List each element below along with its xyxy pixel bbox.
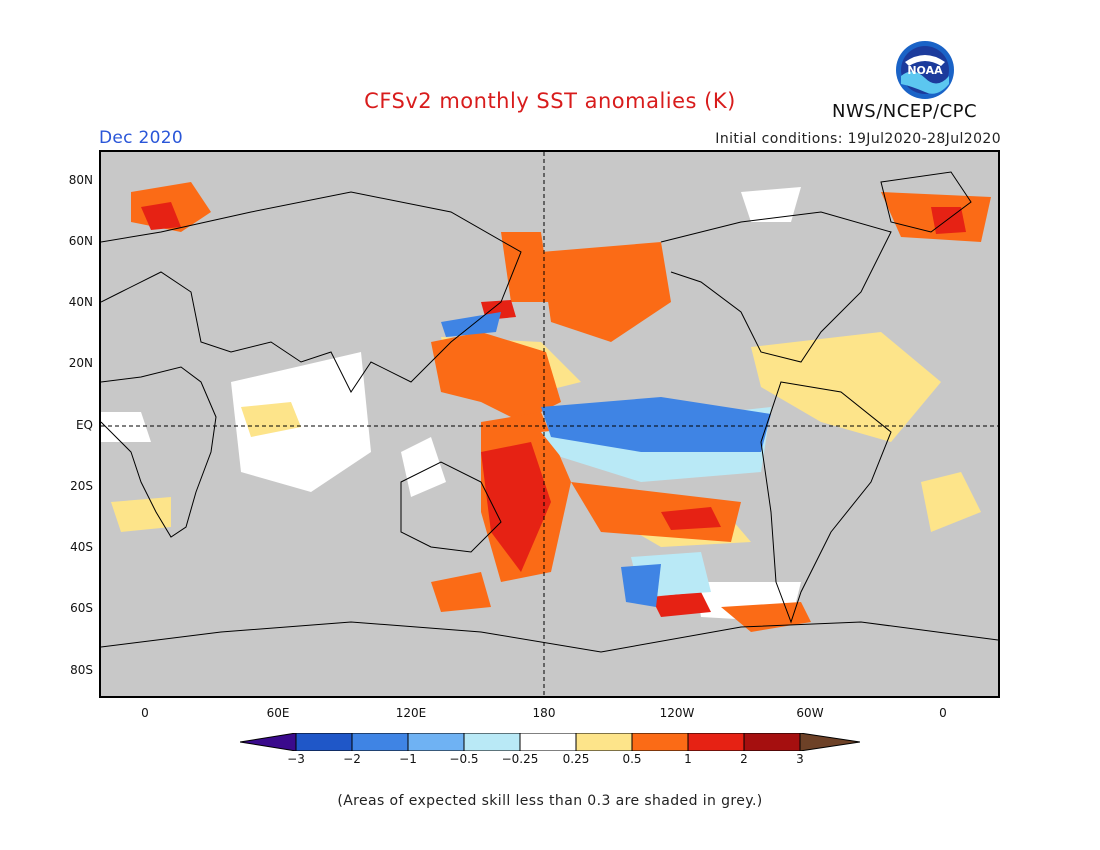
lon-label: 0 xyxy=(939,706,947,720)
colorbar-segment xyxy=(743,732,801,752)
lat-label: 80N xyxy=(68,173,93,187)
anomaly-blue-negative xyxy=(441,312,771,607)
colorbar-segment xyxy=(463,732,521,752)
colorbar-segment xyxy=(351,732,409,752)
noaa-logo: NOAA xyxy=(895,40,955,100)
footnote: (Areas of expected skill less than 0.3 a… xyxy=(337,793,763,809)
lat-label: 40S xyxy=(70,540,93,554)
colorbar-label: 2 xyxy=(740,752,748,766)
colorbar-segment xyxy=(631,732,689,752)
colorbar-segment xyxy=(687,732,745,752)
coastlines xyxy=(101,171,998,653)
colorbar-label: 1 xyxy=(684,752,692,766)
noaa-logo-text: NOAA xyxy=(907,64,943,77)
colorbar-segment xyxy=(407,732,465,752)
colorbar-segment xyxy=(295,732,353,752)
colorbar-label: −0.5 xyxy=(449,752,479,766)
anomaly-red-positive xyxy=(141,202,966,617)
lat-label: 60S xyxy=(70,601,93,615)
colorbar-label: −2 xyxy=(343,752,361,766)
lon-label: 180 xyxy=(532,706,556,720)
colorbar-label: −0.25 xyxy=(501,752,539,766)
lon-label: 60E xyxy=(266,706,290,720)
lat-label: EQ xyxy=(75,418,93,432)
sst-anomaly-map xyxy=(99,150,1000,698)
forecast-month: Dec 2020 xyxy=(99,128,183,148)
lat-label: 80S xyxy=(70,663,93,677)
colorbar-label: −3 xyxy=(287,752,305,766)
colorbar-label: −1 xyxy=(399,752,417,766)
lat-label: 60N xyxy=(68,234,93,248)
colorbar-segment xyxy=(519,732,577,752)
colorbar-segment xyxy=(575,732,633,752)
chart-title: CFSv2 monthly SST anomalies (K) xyxy=(364,89,736,113)
lat-label: 20S xyxy=(70,479,93,493)
colorbar-svg xyxy=(239,732,861,752)
org-label: NWS/NCEP/CPC xyxy=(832,101,978,122)
lon-label: 120W xyxy=(659,706,695,720)
map-canvas xyxy=(101,152,998,696)
initial-conditions: Initial conditions: 19Jul2020-28Jul2020 xyxy=(715,131,1001,147)
colorbar-label: 0.5 xyxy=(622,752,642,766)
colorbar-label: 3 xyxy=(796,752,804,766)
lon-label: 0 xyxy=(141,706,149,720)
lat-label: 20N xyxy=(68,356,93,370)
lon-label: 60W xyxy=(796,706,824,720)
colorbar-segment xyxy=(239,732,297,752)
lon-label: 120E xyxy=(395,706,427,720)
noaa-logo-icon: NOAA xyxy=(896,41,954,99)
colorbar xyxy=(239,732,861,752)
colorbar-segment xyxy=(799,732,861,752)
lat-label: 40N xyxy=(68,295,93,309)
colorbar-label: 0.25 xyxy=(562,752,590,766)
